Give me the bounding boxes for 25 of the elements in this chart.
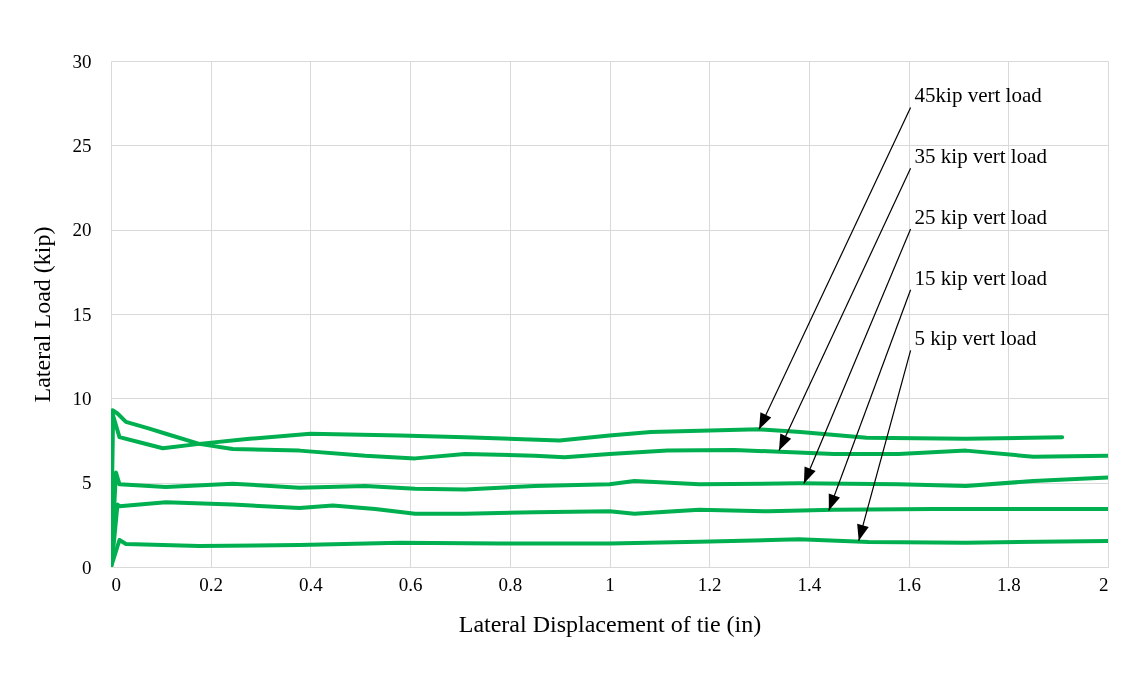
annotation: 45kip vert load <box>914 83 1043 108</box>
x-tick-label: 2 <box>1099 573 1109 595</box>
y-tick-label: 25 <box>72 134 92 156</box>
annotation: 35 kip vert load <box>914 144 1048 169</box>
annotation: 5 kip vert load <box>914 326 1037 351</box>
x-tick-label: 0.2 <box>199 573 224 595</box>
y-tick-label: 15 <box>72 303 92 325</box>
y-tick-label: 20 <box>72 219 92 241</box>
x-tick-label: 0.6 <box>398 573 423 595</box>
annotation: 25 kip vert load <box>914 204 1048 229</box>
x-tick-label: 0.8 <box>498 573 523 595</box>
y-axis-title: Lateral Load (kip) <box>28 226 55 403</box>
x-tick-label: 1.2 <box>697 573 722 595</box>
x-tick-label: 1.6 <box>897 573 921 595</box>
x-tick-label: 0.4 <box>299 573 324 595</box>
x-tick-label: 1.8 <box>996 573 1021 595</box>
annotation: 15 kip vert load <box>914 265 1048 290</box>
x-tick-label: 0 <box>111 573 121 595</box>
x-tick-label: 1 <box>605 573 615 595</box>
x-axis-title: Lateral Displacement of tie (in) <box>458 610 762 637</box>
x-tick-label: 1.4 <box>797 573 822 595</box>
y-tick-label: 10 <box>72 387 92 409</box>
y-tick-label: 5 <box>82 472 92 494</box>
y-tick-label: 0 <box>82 556 92 578</box>
y-tick-label: 30 <box>72 50 92 72</box>
